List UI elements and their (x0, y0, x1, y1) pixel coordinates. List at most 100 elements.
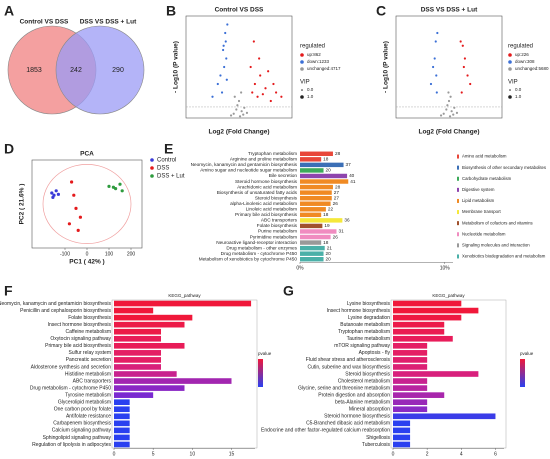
point (235, 108, 238, 111)
x-tick-label: 15 (229, 451, 235, 457)
value-label: 26 (333, 234, 339, 239)
bar (300, 240, 322, 245)
bar (393, 392, 445, 398)
bar (393, 364, 428, 370)
point (249, 65, 252, 69)
size-legend-label: 0.0 (515, 87, 522, 92)
bar (393, 378, 428, 384)
legend-label: down:1233 (307, 59, 330, 64)
plot-frame (395, 15, 503, 119)
y-axis-label: - Log10 (P value) (383, 41, 390, 93)
bar (114, 300, 252, 307)
value-label: 37 (346, 162, 352, 167)
colorbar (258, 359, 263, 387)
bar (300, 234, 331, 240)
point (261, 93, 264, 96)
bar (114, 335, 161, 342)
value-label: 27 (334, 190, 340, 195)
bar (393, 413, 496, 420)
point (461, 44, 464, 47)
x-tick-label: -100 (60, 251, 70, 257)
legend-label: Control (157, 158, 176, 164)
bar (300, 207, 326, 212)
bar (114, 328, 161, 335)
bar (114, 413, 130, 420)
size-swatch (301, 89, 303, 91)
category-label: Cutin, suberine and wax biosynthesis (307, 364, 390, 370)
point (433, 57, 436, 60)
legend-label: Metabolism of cofactors and vitamins (462, 220, 533, 225)
point (224, 40, 227, 43)
category-label: Tryptophan metabolism (248, 151, 297, 156)
value-label: 26 (333, 201, 339, 206)
point (67, 222, 71, 226)
point (107, 184, 111, 188)
point (446, 104, 449, 107)
value-label: 28 (335, 184, 341, 189)
bar (114, 434, 130, 441)
bar (114, 321, 185, 328)
category-label: Mineral absorption (349, 407, 390, 413)
point (226, 23, 229, 26)
point (453, 106, 456, 109)
bar (114, 441, 130, 448)
category-label: Drug metabolism - other enzymes (226, 245, 297, 250)
category-label: Insect hormone biosynthesis (48, 322, 112, 328)
size-legend-title: VIP (508, 80, 518, 86)
point (466, 74, 469, 77)
bar (393, 342, 428, 349)
bar (300, 151, 333, 156)
point (429, 82, 433, 86)
venn-count: 290 (112, 67, 124, 74)
panel-label: D (4, 141, 14, 157)
x-tick-label: 0 (392, 451, 395, 457)
point (225, 57, 228, 60)
bar (114, 378, 232, 384)
point (243, 106, 246, 109)
point (76, 228, 80, 232)
bar (300, 251, 324, 256)
legend-swatch (300, 53, 304, 57)
category-label: Shigellosis (366, 435, 390, 441)
point (222, 48, 225, 52)
bar (393, 335, 453, 342)
category-label: C5-Branched dibasic acid metabolism (306, 421, 390, 427)
point (432, 65, 435, 69)
bar (114, 427, 130, 434)
point (435, 74, 438, 77)
category-label: Linoleic acid metabolism (246, 207, 297, 212)
size-swatch (300, 95, 304, 99)
bar (114, 342, 185, 349)
category-label: ABC transporters (261, 218, 298, 223)
category-label: Glycerolipid metabolism (58, 400, 111, 406)
point (450, 110, 453, 113)
chart-title: Control VS DSS (215, 7, 264, 14)
point (51, 195, 55, 199)
point (237, 99, 241, 103)
point (111, 185, 115, 189)
legend-swatch (457, 210, 459, 215)
category-label: Neuroactive ligand-receptor interaction (216, 240, 297, 245)
point (447, 91, 450, 94)
x-axis-label: Log2 (Fold Change) (418, 129, 479, 136)
size-legend-title: VIP (300, 80, 310, 86)
legend-swatch (300, 60, 304, 64)
bar (114, 307, 154, 314)
legend-label: Lipid metabolism (462, 198, 495, 203)
point (449, 95, 452, 98)
point (439, 114, 443, 117)
bar (393, 300, 462, 307)
legend-swatch (150, 174, 154, 178)
point (452, 113, 455, 116)
legend-swatch (457, 165, 459, 170)
size-swatch (509, 89, 511, 91)
point (267, 70, 270, 73)
bar (300, 212, 322, 218)
category-label: Tuberculosis (362, 442, 391, 448)
point (223, 65, 226, 69)
point (120, 189, 124, 193)
bar (393, 321, 445, 328)
bar (300, 162, 344, 168)
bar (393, 371, 479, 377)
category-label: Antifolate resistance (66, 414, 111, 420)
